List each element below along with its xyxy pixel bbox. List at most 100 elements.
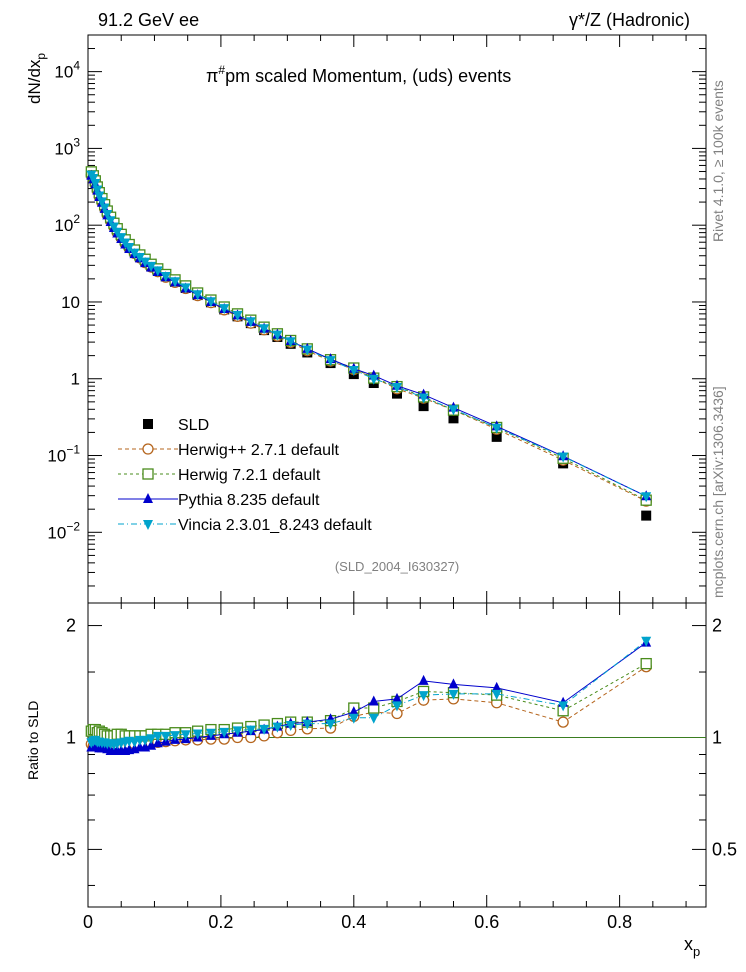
y-tick-label-exp: −2 — [66, 519, 80, 533]
ratio-tick-label-right: 2 — [712, 616, 722, 636]
legend-marker — [142, 468, 154, 480]
ratio-point — [418, 674, 429, 685]
ratio-point — [272, 722, 283, 733]
data-point — [491, 431, 502, 442]
ratio-point — [325, 719, 336, 730]
ratio-point — [152, 737, 163, 748]
plot-title-rest: pm scaled Momentum, (uds) events — [225, 66, 511, 86]
data-point — [90, 178, 101, 189]
data-point — [232, 310, 243, 321]
data-point — [134, 253, 145, 264]
data-point — [129, 248, 140, 259]
y-tick-label: 1 — [71, 370, 80, 389]
svg-text:mcplots.cern.ch [arXiv:1306.34: mcplots.cern.ch [arXiv:1306.3436] — [710, 386, 726, 598]
data-point — [146, 261, 157, 272]
series-line-main — [90, 175, 647, 497]
plot-title: π#pm scaled Momentum, (uds) events — [206, 63, 511, 86]
ratio-point — [491, 689, 502, 700]
analysis-label: (SLD_2004_I630327) — [335, 559, 459, 574]
y-axis-label-main: dN/dx — [25, 59, 44, 104]
legend-marker — [143, 520, 153, 530]
ratio-point — [259, 724, 270, 735]
y-tick-label-base: 10 — [47, 523, 66, 542]
legend-entry: Pythia 8.235 default — [118, 492, 320, 509]
legend-label: Vincia 2.3.01_8.243 default — [178, 517, 372, 534]
data-point — [140, 257, 151, 268]
ratio-point — [245, 725, 256, 736]
data-point — [152, 266, 163, 277]
ratio-point — [348, 713, 359, 724]
data-point — [105, 216, 116, 227]
data-point — [418, 401, 429, 412]
svg-text:Ratio to SLD: Ratio to SLD — [25, 701, 41, 780]
ratio-tick-label-right: 0.5 — [712, 839, 737, 859]
y-tick-label-exp: −1 — [66, 443, 80, 457]
data-point — [170, 277, 181, 288]
data-point — [418, 393, 429, 404]
ratio-point — [285, 721, 296, 732]
svg-text:dN/dxp: dN/dxp — [25, 53, 48, 104]
plot-title-sup: # — [218, 63, 225, 77]
series-layer — [85, 166, 652, 755]
data-point — [180, 283, 191, 294]
legend-marker — [143, 493, 153, 503]
data-point — [348, 365, 359, 376]
header-process-label: γ*/Z (Hadronic) — [569, 10, 690, 30]
x-tick-label: 0.8 — [607, 912, 632, 932]
ratio-axis-label: Ratio to SLD — [25, 701, 41, 780]
ratio-plot-frame — [87, 602, 707, 908]
y-tick-label-exp: 4 — [73, 59, 80, 73]
y-tick-label-exp: 2 — [73, 212, 80, 226]
ratio-tick-label: 1 — [66, 727, 76, 747]
legend: SLD Herwig++ 2.7.1 default Herwig 7.2.1 de… — [118, 417, 372, 534]
y-tick-label-exp: 3 — [73, 135, 80, 149]
ratio-point — [170, 731, 181, 742]
ratio-point — [152, 731, 163, 742]
data-point — [102, 209, 113, 220]
data-point — [94, 191, 105, 202]
ratio-point — [448, 678, 459, 689]
svg-text:Rivet 4.1.0, ≥ 100k events: Rivet 4.1.0, ≥ 100k events — [710, 80, 726, 242]
legend-marker — [142, 443, 154, 455]
legend-entry: Vincia 2.3.01_8.243 default — [118, 517, 372, 534]
series-line-main — [90, 174, 647, 497]
data-point — [641, 510, 652, 521]
data-point — [99, 203, 110, 214]
series-0 — [86, 168, 652, 521]
ratio-tick-label-right: 1 — [712, 727, 722, 747]
x-tick-label: 0.4 — [341, 912, 366, 932]
rivet-label: Rivet 4.1.0, ≥ 100k events — [710, 80, 726, 242]
x-tick-label: 0.2 — [208, 912, 233, 932]
ratio-point — [232, 726, 243, 737]
ratio-point — [146, 734, 157, 745]
ratio-point — [392, 692, 402, 703]
data-point — [192, 290, 203, 301]
ratio-point — [140, 735, 151, 746]
y-tick-label-base: 10 — [47, 447, 66, 466]
y-tick-label: 104 — [54, 59, 80, 82]
ratio-point — [448, 689, 459, 700]
data-point — [558, 452, 569, 463]
data-point — [219, 304, 230, 315]
ratio-point — [418, 691, 429, 702]
ratio-point — [491, 681, 502, 692]
y-tick-label: 10 — [61, 293, 80, 312]
ratio-point — [302, 719, 313, 730]
data-point — [325, 356, 336, 367]
ratio-point — [180, 730, 191, 741]
series-4 — [86, 170, 652, 751]
y-tick-label-base: 10 — [54, 216, 73, 235]
y-tick-label: 102 — [54, 212, 80, 235]
x-axis-label-sub: p — [693, 944, 700, 959]
y-tick-label: 10−1 — [47, 443, 80, 466]
data-point — [491, 423, 502, 434]
legend-label: Herwig 7.2.1 default — [178, 467, 321, 484]
ratio-point — [368, 713, 379, 724]
x-tick-label: 0 — [83, 912, 93, 932]
legend-label: Pythia 8.235 default — [178, 492, 320, 509]
data-point — [116, 233, 127, 244]
y-tick-label-base: 10 — [54, 63, 73, 82]
x-axis-label: xp — [684, 934, 700, 959]
